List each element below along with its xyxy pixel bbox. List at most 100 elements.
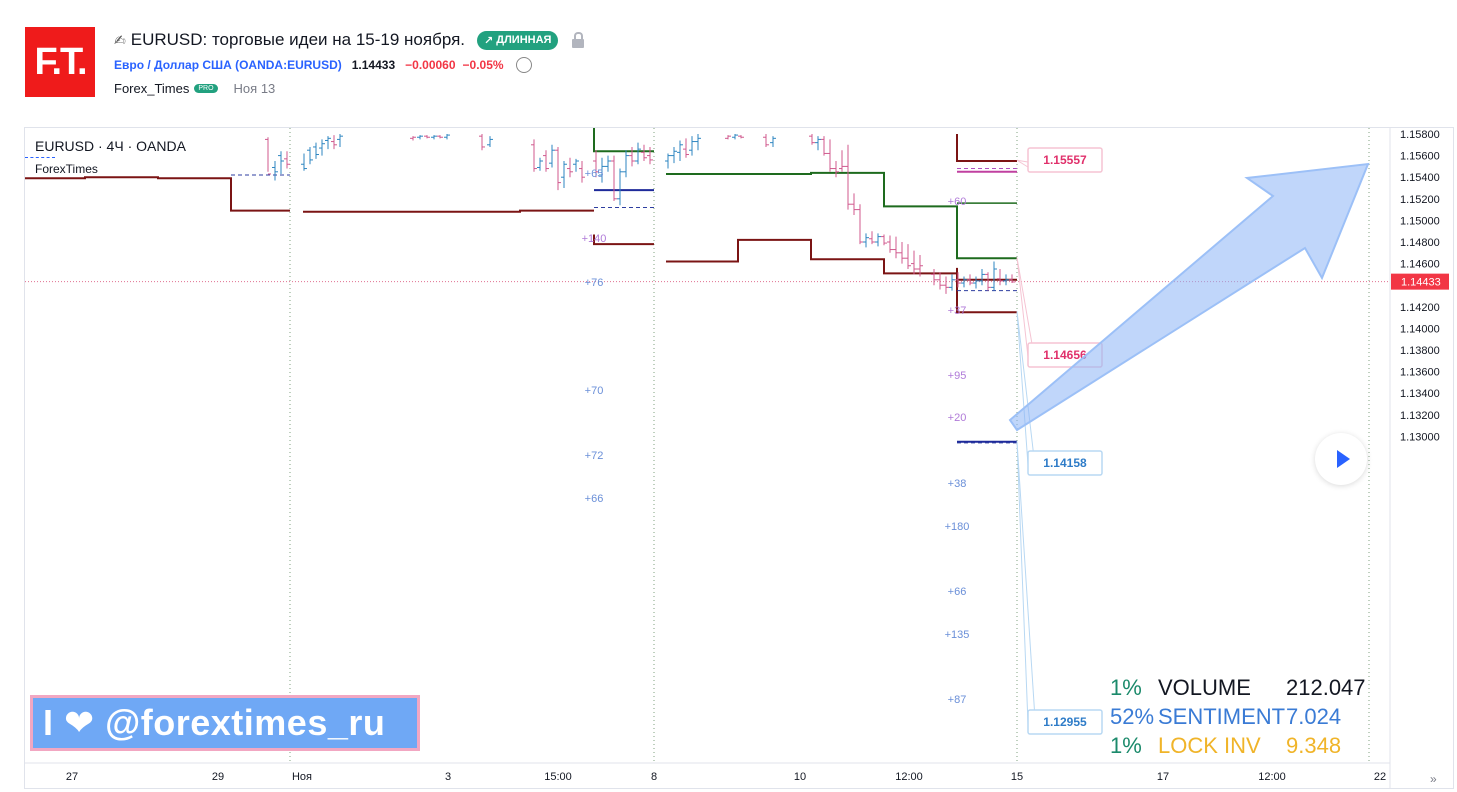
stat-name: VOLUME xyxy=(1158,675,1251,700)
level-annotation: +72 xyxy=(585,450,604,462)
level-annotation: +37 xyxy=(948,305,967,317)
stat-value: 212.047 xyxy=(1286,675,1366,700)
price-tick-label: 1.14200 xyxy=(1400,302,1440,314)
arrow-up-right-icon: ↗ xyxy=(484,34,494,47)
time-tick-label: 15 xyxy=(1011,771,1023,783)
stat-name: LOCK INV xyxy=(1158,733,1261,758)
level-annotation: +20 xyxy=(948,412,967,424)
level-annotation: +66 xyxy=(585,493,604,505)
callout-price-label: 1.15557 xyxy=(1043,153,1087,167)
price-tick-label: 1.14600 xyxy=(1400,259,1440,271)
level-annotation: +60 xyxy=(948,196,967,208)
author-name[interactable]: Forex_Times xyxy=(114,81,190,96)
level-line-green xyxy=(593,128,654,153)
long-badge-label: ДЛИННАЯ xyxy=(496,34,552,46)
price-tick-label: 1.15600 xyxy=(1400,151,1440,163)
level-annotation: +140 xyxy=(582,233,607,245)
alarm-clock-icon[interactable] xyxy=(515,57,532,73)
symbol-legend[interactable]: EURUSD · 4Ч · OANDA xyxy=(35,138,186,154)
price-tick-label: 1.15000 xyxy=(1400,215,1440,227)
pro-badge: PRO xyxy=(194,84,218,93)
idea-header: F.T. ✍ EURUSD: торговые идеи на 15-19 но… xyxy=(0,0,1457,110)
symbol-row: Евро / Доллар США (OANDA:EURUSD) 1.14433… xyxy=(114,57,532,73)
lock-icon xyxy=(572,31,585,48)
legend-dash xyxy=(25,157,55,158)
level-annotation: +180 xyxy=(945,521,970,533)
price-tick-label: 1.13600 xyxy=(1400,367,1440,379)
price-tick-label: 1.13000 xyxy=(1400,431,1440,443)
stats-panel: 1% VOLUME 212.047 52% SENTIMENT 7.024 1%… xyxy=(1110,673,1366,760)
chevron-double-right-icon[interactable]: » xyxy=(1430,772,1437,786)
callout-pointer xyxy=(1016,257,1037,368)
time-tick-label: 15:00 xyxy=(544,771,572,783)
callout-price-label: 1.14656 xyxy=(1043,348,1087,362)
callout-pointer xyxy=(1016,441,1037,735)
time-tick-label: 27 xyxy=(66,771,78,783)
publish-date: Ноя 13 xyxy=(233,81,276,96)
long-badge: ↗ ДЛИННАЯ xyxy=(477,30,559,50)
level-line-red xyxy=(956,267,1017,314)
last-price: 1.14433 xyxy=(351,58,396,72)
chart-frame[interactable] xyxy=(24,127,1454,789)
callout-price-label: 1.14158 xyxy=(1043,456,1087,470)
symbol-link[interactable]: Евро / Доллар США (OANDA:EURUSD) xyxy=(114,58,342,72)
author-row: Forex_Times PRO Ноя 13 xyxy=(114,81,275,96)
stat-pct: 52% xyxy=(1110,704,1155,729)
title-row: ✍ EURUSD: торговые идеи на 15-19 ноября.… xyxy=(114,29,585,51)
play-button[interactable] xyxy=(1315,433,1367,485)
level-annotation: +66 xyxy=(948,586,967,598)
price-tick-label: 1.13800 xyxy=(1400,345,1440,357)
price-tick-label: 1.15800 xyxy=(1400,129,1440,141)
level-annotation: +38 xyxy=(948,478,967,490)
level-annotation: +95 xyxy=(948,370,967,382)
level-annotation: +76 xyxy=(585,277,604,289)
price-tick-label: 1.13200 xyxy=(1400,410,1440,422)
stat-value: 7.024 xyxy=(1286,704,1342,729)
current-price-tag xyxy=(1391,273,1449,290)
callout-box xyxy=(1027,450,1103,476)
level-line-red xyxy=(956,134,1017,162)
price-tick-label: 1.15400 xyxy=(1400,172,1440,184)
author-logo[interactable]: F.T. xyxy=(25,27,95,97)
stat-row-volume: 1% VOLUME 212.047 xyxy=(1110,673,1366,702)
callout-box xyxy=(1027,147,1103,173)
price-tick-label: 1.14000 xyxy=(1400,323,1440,335)
time-tick-label: 22 xyxy=(1374,771,1386,783)
callout-price-label: 1.12955 xyxy=(1043,715,1087,729)
play-icon xyxy=(1336,450,1350,468)
price-tick-label: 1.13400 xyxy=(1400,388,1440,400)
level-line-red xyxy=(303,209,594,213)
time-tick-label: 17 xyxy=(1157,771,1169,783)
level-annotation: +87 xyxy=(948,694,967,706)
callout-box xyxy=(1027,709,1103,735)
watermark-banner: I ❤ @forextimes_ru xyxy=(30,695,420,751)
current-price-label: 1.14433 xyxy=(1401,277,1441,289)
price-change: −0.00060 xyxy=(405,58,456,72)
time-tick-label: 12:00 xyxy=(895,771,923,783)
price-tick-label: 1.14800 xyxy=(1400,237,1440,249)
watermark-text: I ❤ @forextimes_ru xyxy=(43,702,386,743)
time-tick-label: 10 xyxy=(794,771,806,783)
pencil-icon: ✍ xyxy=(114,31,126,48)
price-change-percent: −0.05% xyxy=(462,58,504,72)
stat-name: SENTIMENT xyxy=(1158,704,1286,729)
time-tick-label: 29 xyxy=(212,771,224,783)
idea-title: EURUSD: торговые идеи на 15-19 ноября. xyxy=(130,30,466,49)
time-tick-label: 12:00 xyxy=(1258,771,1286,783)
stat-row-lock-inv: 1% LOCK INV 9.348 xyxy=(1110,731,1366,760)
time-tick-label: 3 xyxy=(445,771,451,783)
level-annotation: +65 xyxy=(585,168,604,180)
long-arrow xyxy=(1008,162,1370,432)
price-tick-label: 1.15200 xyxy=(1400,194,1440,206)
stat-pct: 1% xyxy=(1110,675,1142,700)
level-annotation: +70 xyxy=(585,385,604,397)
time-tick-label: Ноя xyxy=(292,771,312,783)
indicator-legend[interactable]: ForexTimes xyxy=(35,162,98,176)
stat-row-sentiment: 52% SENTIMENT 7.024 xyxy=(1110,702,1366,731)
stat-value: 9.348 xyxy=(1286,733,1342,758)
level-line-red xyxy=(593,234,654,246)
time-tick-label: 8 xyxy=(651,771,657,783)
level-annotation: +135 xyxy=(945,629,970,641)
level-line-green xyxy=(666,171,1017,260)
